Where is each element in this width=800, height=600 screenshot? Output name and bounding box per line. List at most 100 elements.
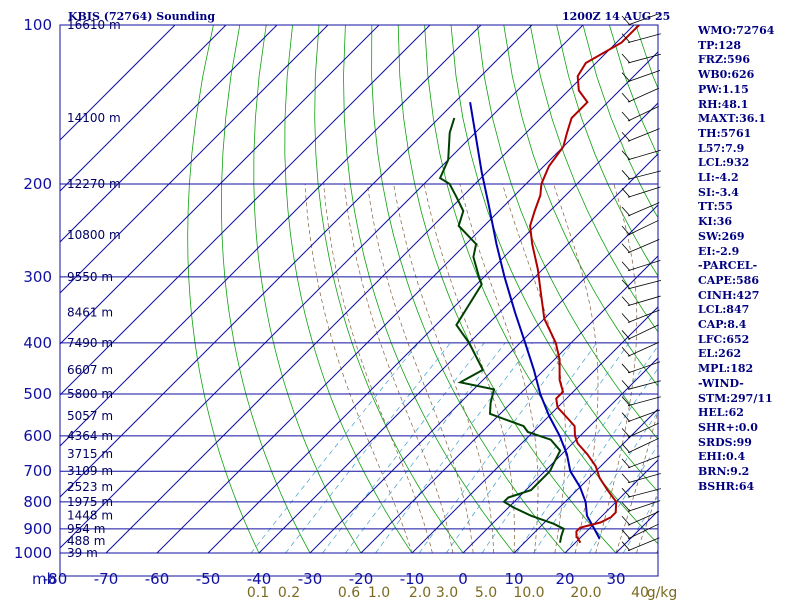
index-item: HEL:62 [698,406,744,420]
temperature-tick-label: -60 [145,570,170,588]
wind-barb [627,12,661,26]
wind-barb [627,53,661,64]
height-label: 3715 m [67,447,113,461]
wind-barb-flag [621,458,631,469]
dry-adiabat [768,25,800,553]
wind-barb [627,341,660,357]
isotherm-line [60,25,482,447]
mixing-ratio-label: 5.0 [475,585,497,600]
mixing-ratio-line [375,342,533,554]
index-item: CINH:427 [698,288,760,302]
temperature-tick-label: 20 [555,570,574,588]
wind-barb-flag [621,261,631,271]
mixing-ratio-label: 0.2 [278,585,300,600]
dry-adiabat [582,25,658,219]
pressure-tick-label: 900 [23,520,52,538]
wind-barb-flag [621,473,631,483]
index-item: WB0:626 [698,68,755,82]
wind-barb [627,149,661,161]
index-item: SRDS:99 [698,435,752,449]
mixing-ratio-line [322,342,485,554]
height-label: 6607 m [67,363,113,377]
mixing-ratio-label: 20.0 [570,585,601,600]
index-item: SI:-3.4 [698,185,739,199]
mixing-ratio-label: 10.0 [513,585,544,600]
index-item: -WIND- [698,376,744,390]
isotherm-line [60,25,584,549]
wind-barb [627,280,662,290]
mixing-ratio-line [285,342,451,554]
wind-barb-flag [621,92,631,103]
mixing-ratio-label: 0.1 [247,585,269,600]
index-item: KI:36 [698,215,733,229]
temperature-tick-label: -20 [349,570,374,588]
pressure-unit-label: mb [32,570,56,588]
height-label: 488 m [67,534,105,548]
index-item: EHI:0.4 [698,450,746,464]
mixing-ratio-label: 2.0 [409,585,431,600]
height-label: 10800 m [67,228,121,242]
plot-frame [59,24,659,577]
moist-adiabat [343,183,454,554]
wind-barb [627,309,660,323]
temperature-tick-label: -80 [43,570,68,588]
moist-adiabat [304,183,413,554]
pressure-tick-label: 500 [23,385,52,403]
index-item: FRZ:596 [698,53,751,67]
pressure-tick-label: 200 [23,175,52,193]
height-label: 9550 m [67,270,113,284]
wind-barb [627,219,659,236]
wind-barb [627,87,660,103]
wind-barb-flag [621,296,631,306]
mixing-ratio-label: 40 [631,585,649,600]
height-label: 954 m [67,522,105,536]
parcel-line [469,102,601,540]
isotherm-line [258,153,658,554]
index-item: MPL:182 [698,362,754,376]
index-item: EI:-2.9 [698,244,740,258]
index-item: LFC:652 [698,332,750,346]
isotherm-line [513,408,658,554]
wind-barb-flag [621,15,631,26]
valid-time: 1200Z 14 AUG 25 [562,10,670,23]
wind-barb [627,523,659,540]
height-label: 7490 m [67,336,113,350]
wind-barb-flag [621,111,631,122]
mixing-ratio-label: g/kg [647,585,678,600]
index-item: CAPE:586 [698,273,759,287]
height-label: 5057 m [67,409,113,423]
wind-barb [627,186,661,198]
temperature-tick-label: -30 [298,570,323,588]
wind-barb-flag [621,396,631,406]
height-label: 2523 m [67,480,113,494]
wind-barb [627,361,661,374]
mixing-ratio-line [481,342,630,554]
isotherm-line [60,25,533,498]
wind-barb-flag [621,243,631,254]
height-label: 3109 m [67,464,113,478]
wind-barb-flag [621,330,631,340]
wind-barb [627,511,660,526]
wind-barb [627,105,659,122]
pressure-temperature-grid [60,25,658,554]
mixing-ratio-label: 0.6 [338,585,360,600]
wind-barb-flag [621,529,631,540]
pressure-tick-label: 600 [23,427,52,445]
isotherm-line [60,25,380,345]
height-label: 4364 m [67,429,113,443]
dry-adiabat [284,25,413,554]
isotherm-line [60,25,227,192]
wind-barb-flag [621,150,631,161]
mixing-ratio-line [445,342,597,554]
moist-adiabat [553,183,599,554]
wind-barb [627,422,660,438]
index-item: TH:5761 [698,126,752,140]
wind-barb-flag [621,53,631,64]
height-label: 5800 m [67,387,113,401]
height-label: 14100 m [67,111,121,125]
temperature-tick-label: -40 [247,570,272,588]
mixing-ratio-label: 3.0 [436,585,458,600]
pressure-tick-label: 700 [23,462,52,480]
wind-barb [627,396,661,407]
dry-adiabat [424,25,658,545]
